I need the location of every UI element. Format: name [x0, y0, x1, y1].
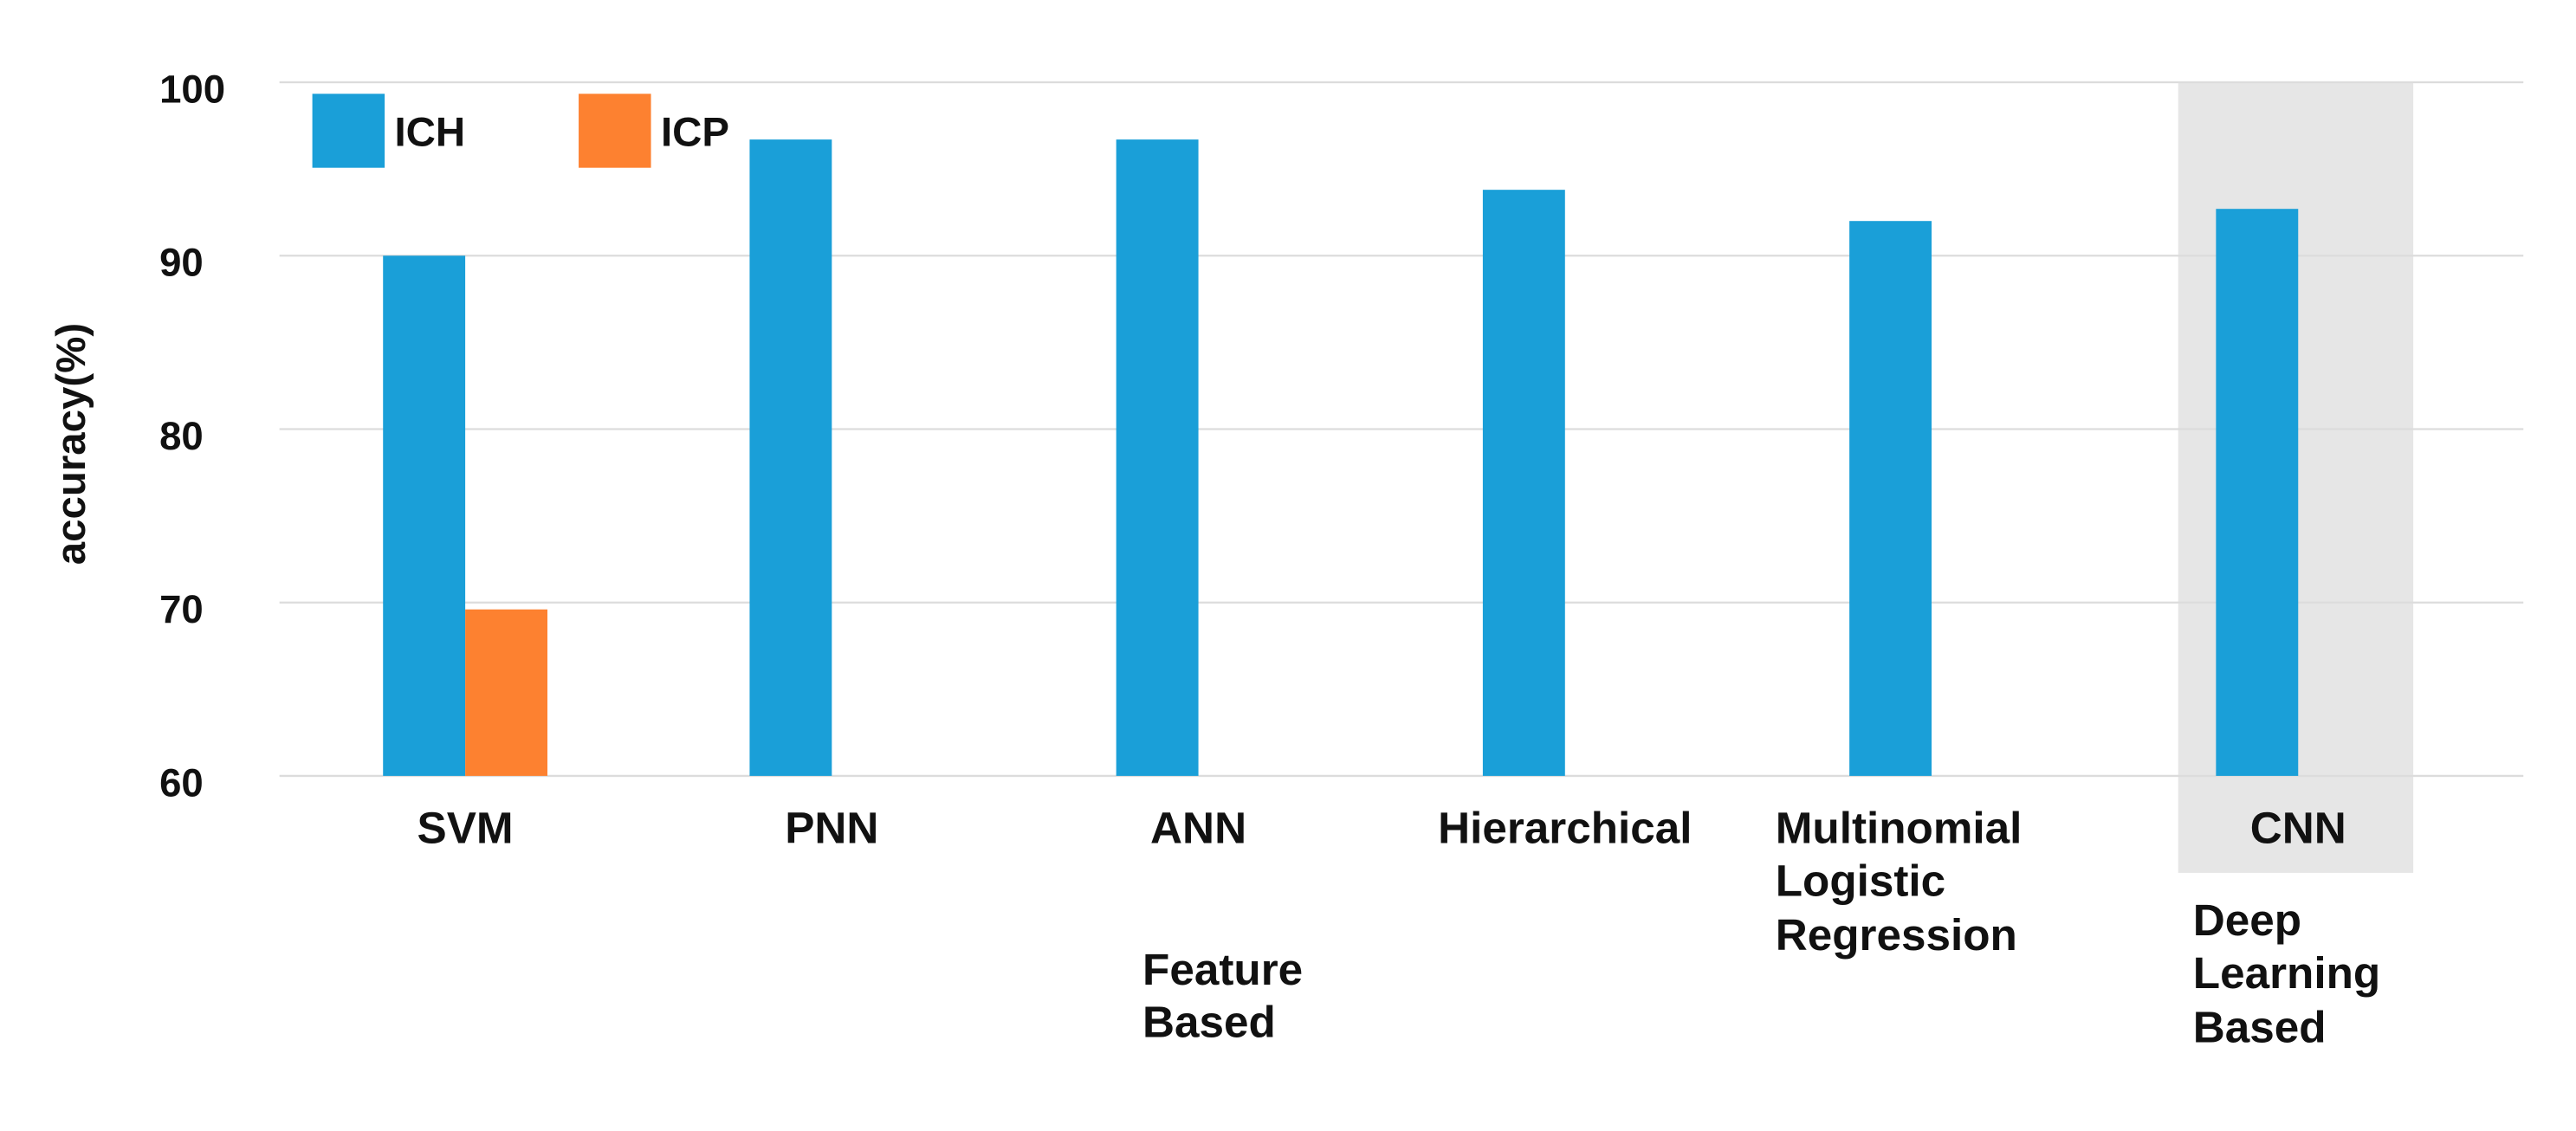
- x-tick-label: Hierarchical: [1438, 804, 1693, 854]
- bar: [465, 609, 547, 776]
- annotation: Deep Learning Based: [2192, 895, 2381, 1052]
- bar: [1849, 221, 1932, 776]
- x-tick-label-wrap: Multinomial Logistic Regression: [1751, 802, 2113, 961]
- x-tick-label: Multinomial Logistic Regression: [1775, 804, 2023, 960]
- bar: [383, 255, 466, 776]
- x-tick-label-box: Hierarchical: [1384, 802, 1746, 855]
- bar: [1116, 139, 1199, 776]
- x-tick-label-box: SVM: [284, 802, 646, 855]
- x-tick-label-wrap: CNN: [2117, 802, 2479, 855]
- legend-swatch: [312, 94, 385, 168]
- y-tick-label: 100: [159, 67, 225, 111]
- x-tick-label-box: ANN: [1018, 802, 1380, 855]
- annotation-box: Deep Learning Based: [2193, 895, 2489, 1054]
- x-tick-label-box: CNN: [2117, 802, 2479, 855]
- x-tick-label: ANN: [1150, 804, 1247, 854]
- x-tick-label-box: Multinomial Logistic Regression: [1751, 802, 2113, 961]
- legend-label: ICP: [661, 109, 729, 155]
- x-tick-label-wrap: ANN: [1018, 802, 1380, 855]
- bar: [2216, 209, 2299, 776]
- x-tick-label: PNN: [785, 804, 879, 854]
- annotation-wrap: Deep Learning Based: [2193, 895, 2489, 1054]
- annotation: Feature Based: [1142, 945, 1304, 1048]
- x-tick-label: SVM: [417, 804, 514, 854]
- x-tick-label-wrap: PNN: [651, 802, 1013, 855]
- y-tick-label: 70: [159, 587, 204, 631]
- y-tick-label: 80: [159, 414, 204, 458]
- bar: [1482, 190, 1565, 776]
- legend-label: ICH: [394, 109, 465, 155]
- y-tick-label: 60: [159, 760, 204, 805]
- y-axis-label: accuracy(%): [49, 323, 94, 566]
- legend-swatch: [579, 94, 651, 168]
- annotation-wrap: Feature Based: [1142, 944, 1439, 1050]
- y-tick-label: 90: [159, 241, 204, 285]
- x-tick-label-box: PNN: [651, 802, 1013, 855]
- annotation-box: Feature Based: [1142, 944, 1439, 1050]
- bar: [749, 139, 832, 776]
- x-tick-label: CNN: [2249, 804, 2346, 854]
- x-tick-label-wrap: Hierarchical: [1384, 802, 1746, 855]
- x-tick-label-wrap: SVM: [284, 802, 646, 855]
